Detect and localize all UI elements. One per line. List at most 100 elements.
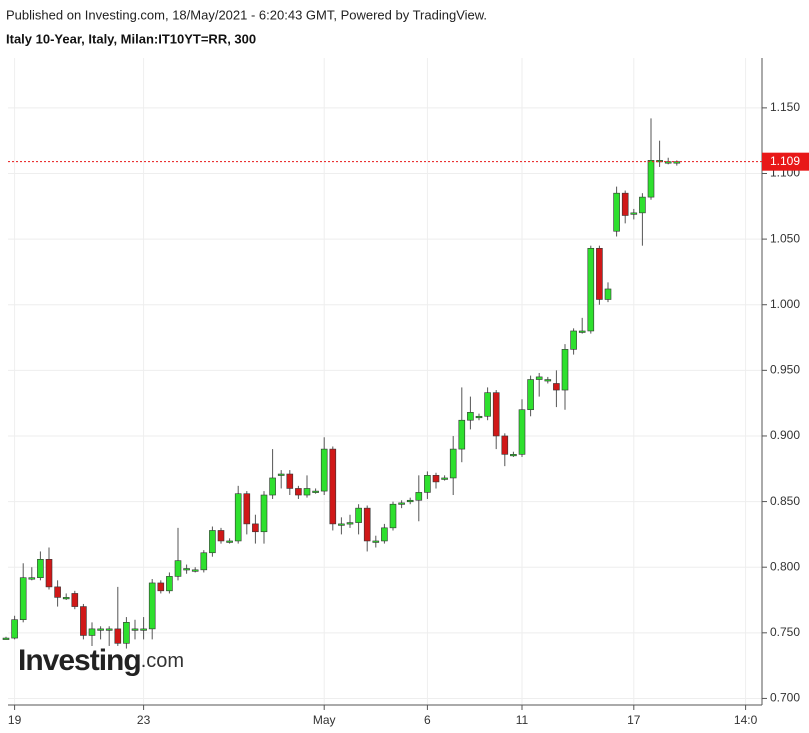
candle-body: [518, 409, 526, 455]
y-tick-label: 1.050: [770, 231, 800, 245]
candle-body: [338, 523, 345, 526]
watermark: Investing.com: [18, 644, 184, 677]
candle-body: [587, 247, 595, 332]
candle-body: [320, 448, 328, 492]
candle-body: [174, 560, 182, 577]
y-tick-label: 0.800: [770, 559, 800, 573]
x-tick-label: 6: [424, 713, 431, 727]
candle-body: [570, 330, 577, 350]
candle-body: [467, 412, 474, 421]
candle-body: [157, 582, 165, 592]
candle-body: [544, 379, 552, 382]
candle-body: [475, 415, 483, 419]
y-tick-label: 0.850: [770, 494, 800, 508]
x-tick-label: 11: [516, 713, 529, 727]
x-tick-label: 23: [137, 713, 151, 727]
candle-body: [621, 192, 629, 216]
candle-body: [71, 593, 79, 607]
candle-body: [398, 502, 405, 505]
candle-body: [183, 568, 190, 571]
candle-body: [123, 622, 130, 644]
candle-body: [2, 637, 10, 640]
candle-body: [209, 530, 216, 554]
candle-body: [355, 507, 362, 523]
candle-body: [630, 212, 638, 215]
candle-body: [441, 477, 448, 480]
candle-body: [604, 288, 612, 300]
axes: 0.700 0.750 0.800 0.850 0.900 0.950 1.000 1.050…: [8, 100, 809, 727]
candle-body: [492, 392, 500, 437]
x-tick-label: 19: [8, 713, 22, 727]
candle-body: [303, 488, 311, 496]
candle-body: [527, 379, 534, 411]
candle-body: [200, 552, 208, 571]
candle-body: [389, 503, 397, 529]
candle-body: [105, 628, 113, 631]
candle-body: [37, 559, 44, 578]
watermark-suffix: .com: [141, 650, 184, 672]
candle-body: [269, 477, 276, 496]
candle-body: [88, 628, 96, 636]
candle-body: [260, 494, 268, 533]
last-price-label: 1.109: [770, 154, 800, 168]
candle-body: [372, 540, 380, 543]
candle-body: [656, 160, 663, 163]
candle-body: [191, 569, 199, 572]
candle-body: [217, 530, 225, 542]
published-note: Published on Investing.com, 18/May/2021 …: [6, 7, 487, 22]
candle-body: [415, 492, 423, 501]
candle-body: [596, 247, 603, 300]
candle-body: [148, 582, 156, 630]
candles: [2, 118, 681, 649]
candle-body: [381, 527, 388, 542]
candle-body: [561, 349, 569, 391]
watermark-brand: Investing: [18, 644, 141, 677]
candle-body: [312, 490, 319, 493]
candle-body: [226, 540, 233, 543]
y-tick-label: 0.900: [770, 428, 800, 442]
candle-body: [432, 475, 440, 483]
candle-body: [131, 628, 139, 631]
candle-body: [535, 376, 543, 380]
candle-body: [510, 454, 517, 457]
grid: [8, 58, 762, 705]
candle-body: [578, 330, 586, 333]
y-tick-label: 0.750: [770, 625, 800, 639]
candle-body: [140, 628, 147, 631]
candle-body: [62, 597, 70, 600]
chart-title: Italy 10-Year, Italy, Milan:IT10YT=RR, 3…: [6, 31, 256, 46]
candle-body: [45, 559, 53, 588]
candle-body: [639, 196, 646, 214]
y-tick-label: 1.150: [770, 100, 800, 114]
candle-body: [647, 160, 655, 198]
candle-body: [286, 473, 294, 489]
candle-body: [613, 192, 620, 232]
candle-body: [114, 628, 122, 644]
candle-body: [11, 619, 18, 639]
candle-body: [406, 499, 414, 503]
candle-body: [54, 586, 61, 598]
x-tick-label: 14:0: [734, 713, 758, 727]
candle-body: [501, 435, 509, 455]
candle-body: [97, 628, 104, 631]
candle-body: [295, 488, 302, 496]
candle-body: [252, 523, 259, 533]
candle-body: [449, 448, 457, 479]
candle-body: [363, 507, 371, 542]
y-tick-label: 0.950: [770, 363, 800, 377]
candle-body: [28, 577, 36, 580]
last-price-box: [762, 152, 809, 171]
y-tick-label: 0.700: [770, 691, 800, 705]
candle-body: [553, 383, 560, 391]
candle-body: [19, 577, 27, 620]
candle-body: [80, 606, 87, 636]
candle-body: [243, 493, 251, 525]
y-tick-label: 1.000: [770, 297, 800, 311]
candle-body: [458, 419, 466, 450]
x-tick-label: May: [313, 713, 336, 727]
candle-body: [234, 493, 242, 542]
candle-body: [329, 448, 337, 525]
x-tick-label: 17: [627, 713, 641, 727]
candle-body: [277, 473, 285, 476]
